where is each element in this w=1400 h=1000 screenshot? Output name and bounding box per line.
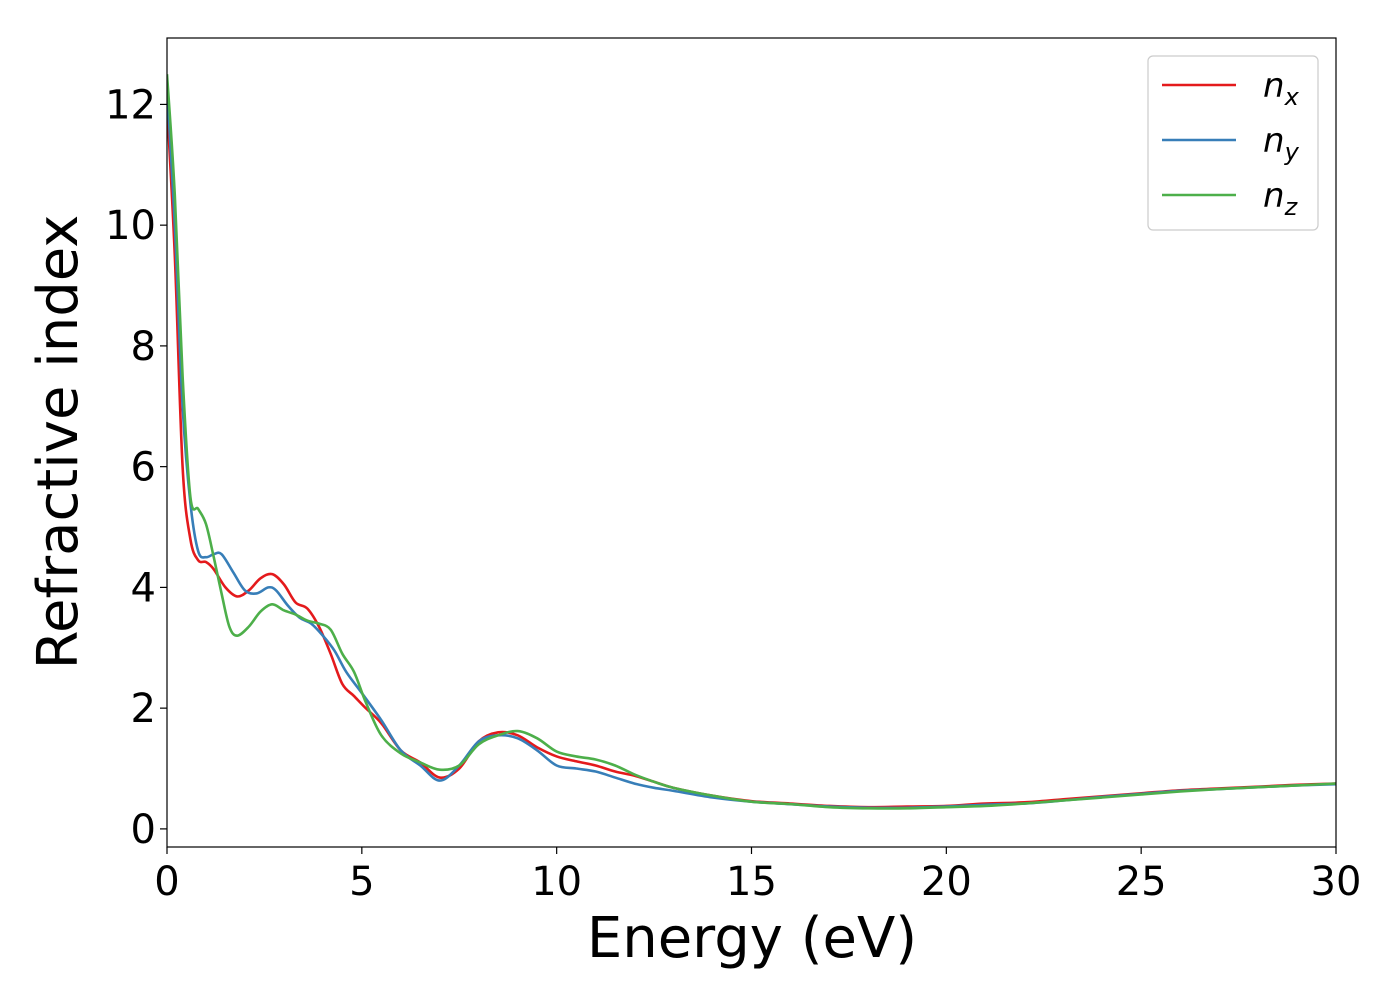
x-tick-label: 30	[1311, 859, 1362, 905]
y-tick-label: 2	[131, 686, 156, 732]
series-line-nz	[167, 74, 1336, 810]
x-tick-label: 15	[726, 859, 777, 905]
x-axis-label: Energy (eV)	[587, 906, 917, 971]
y-tick-label: 12	[105, 82, 156, 128]
y-tick-label: 10	[105, 203, 156, 249]
x-tick-label: 10	[531, 859, 582, 905]
y-tick-label: 6	[131, 445, 156, 491]
x-tick-label: 20	[921, 859, 972, 905]
y-axis-ticks: 0 2 4 6 8 10 12	[105, 82, 167, 853]
legend-box	[1147, 55, 1319, 231]
legend-label-nz: nz	[1263, 176, 1299, 221]
legend: nx ny nz	[1147, 55, 1319, 231]
x-axis-ticks: 0 5 10 15 20 25 30	[154, 847, 1361, 905]
y-tick-label: 8	[131, 324, 156, 370]
y-tick-label: 4	[131, 565, 156, 611]
x-tick-label: 25	[1116, 859, 1167, 905]
legend-label-nx: nx	[1263, 66, 1300, 111]
y-tick-label: 0	[131, 807, 156, 853]
plot-lines	[167, 74, 1336, 810]
legend-label-ny: ny	[1263, 121, 1300, 166]
x-tick-label: 5	[349, 859, 374, 905]
y-axis-label: Refractive index	[26, 215, 91, 670]
x-tick-label: 0	[154, 859, 179, 905]
